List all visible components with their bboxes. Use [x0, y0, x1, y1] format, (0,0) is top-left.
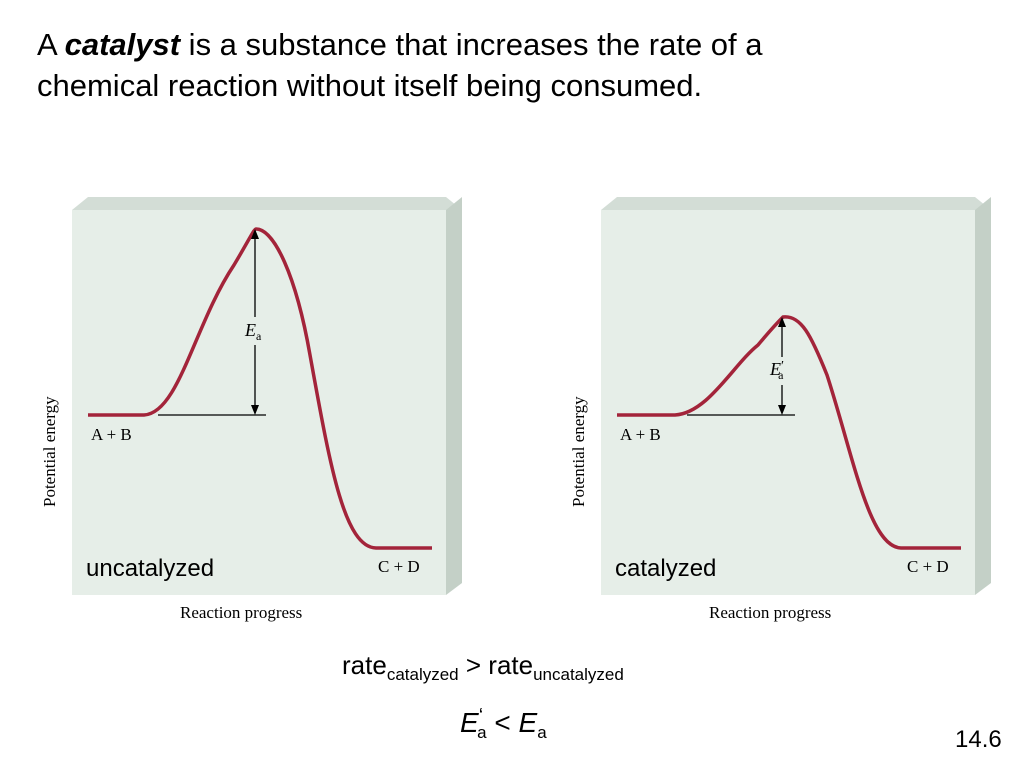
activation-energy-label: Ea [244, 320, 262, 343]
activation-energy-comparison: E‘a < Ea [460, 705, 547, 743]
products-label: C + D [378, 557, 420, 576]
ea-prime-mark: ‘ [478, 705, 484, 727]
energy-diagram-uncatalyzed-svg: Potential energy Ea A + B C + D Reaction… [40, 197, 462, 622]
ea-subscript: a [537, 723, 547, 742]
x-axis-label: Reaction progress [180, 603, 302, 622]
headline-prefix: A [37, 27, 65, 62]
arrowhead-up [251, 229, 259, 239]
energy-diagram-catalyzed: Potential energy E′ a A + B C + D Reactio… [563, 195, 993, 630]
rate-catalyzed-subscript: catalyzed [386, 665, 459, 684]
ea-prime-subscript: a [477, 723, 487, 742]
panel-top-face [72, 197, 462, 210]
panel-top-face [601, 197, 991, 210]
less-than-sign: < [486, 707, 519, 738]
panel-front-face [601, 210, 975, 595]
rate-word: rate [342, 650, 387, 680]
activation-energy-label: E′ a [769, 359, 784, 382]
energy-diagram-catalyzed-svg: Potential energy E′ a A + B C + D Reactio… [569, 197, 991, 622]
arrowhead-up [778, 317, 786, 327]
ea-prime-symbol: E [460, 707, 479, 738]
x-axis-label: Reaction progress [709, 603, 831, 622]
panel-front-face [72, 210, 446, 595]
arrowhead-down [251, 405, 259, 415]
headline-line1-rest: is a substance that increases the rate o… [180, 27, 763, 62]
rate-word-2: rate [488, 650, 534, 680]
panel-right-face [446, 197, 462, 595]
products-label: C + D [907, 557, 949, 576]
energy-diagram-uncatalyzed: Potential energy Ea A + B C + D Reaction… [34, 195, 464, 630]
reaction-energy-curve [88, 227, 432, 550]
y-axis-label: Potential energy [569, 396, 588, 507]
y-axis-label: Potential energy [40, 396, 59, 507]
headline-line2: chemical reaction without itself being c… [37, 68, 703, 103]
reaction-energy-curve [617, 315, 961, 550]
headline: A catalyst is a substance that increases… [37, 24, 937, 106]
arrowhead-down [778, 405, 786, 415]
slide-number: 14.6 [955, 726, 1002, 753]
rate-comparison-equation: ratecatalyzed > rateuncatalyzed [342, 650, 624, 685]
panel-right-face [975, 197, 991, 595]
headline-keyword: catalyst [64, 27, 181, 62]
rate-uncatalyzed-subscript: uncatalyzed [533, 665, 624, 684]
condition-label-catalyzed: catalyzed [615, 555, 717, 582]
reactants-label: A + B [91, 425, 132, 444]
greater-than-sign: > [458, 650, 489, 680]
ea-symbol: E [518, 707, 538, 738]
reactants-label: A + B [620, 425, 661, 444]
condition-label-uncatalyzed: uncatalyzed [86, 555, 215, 582]
